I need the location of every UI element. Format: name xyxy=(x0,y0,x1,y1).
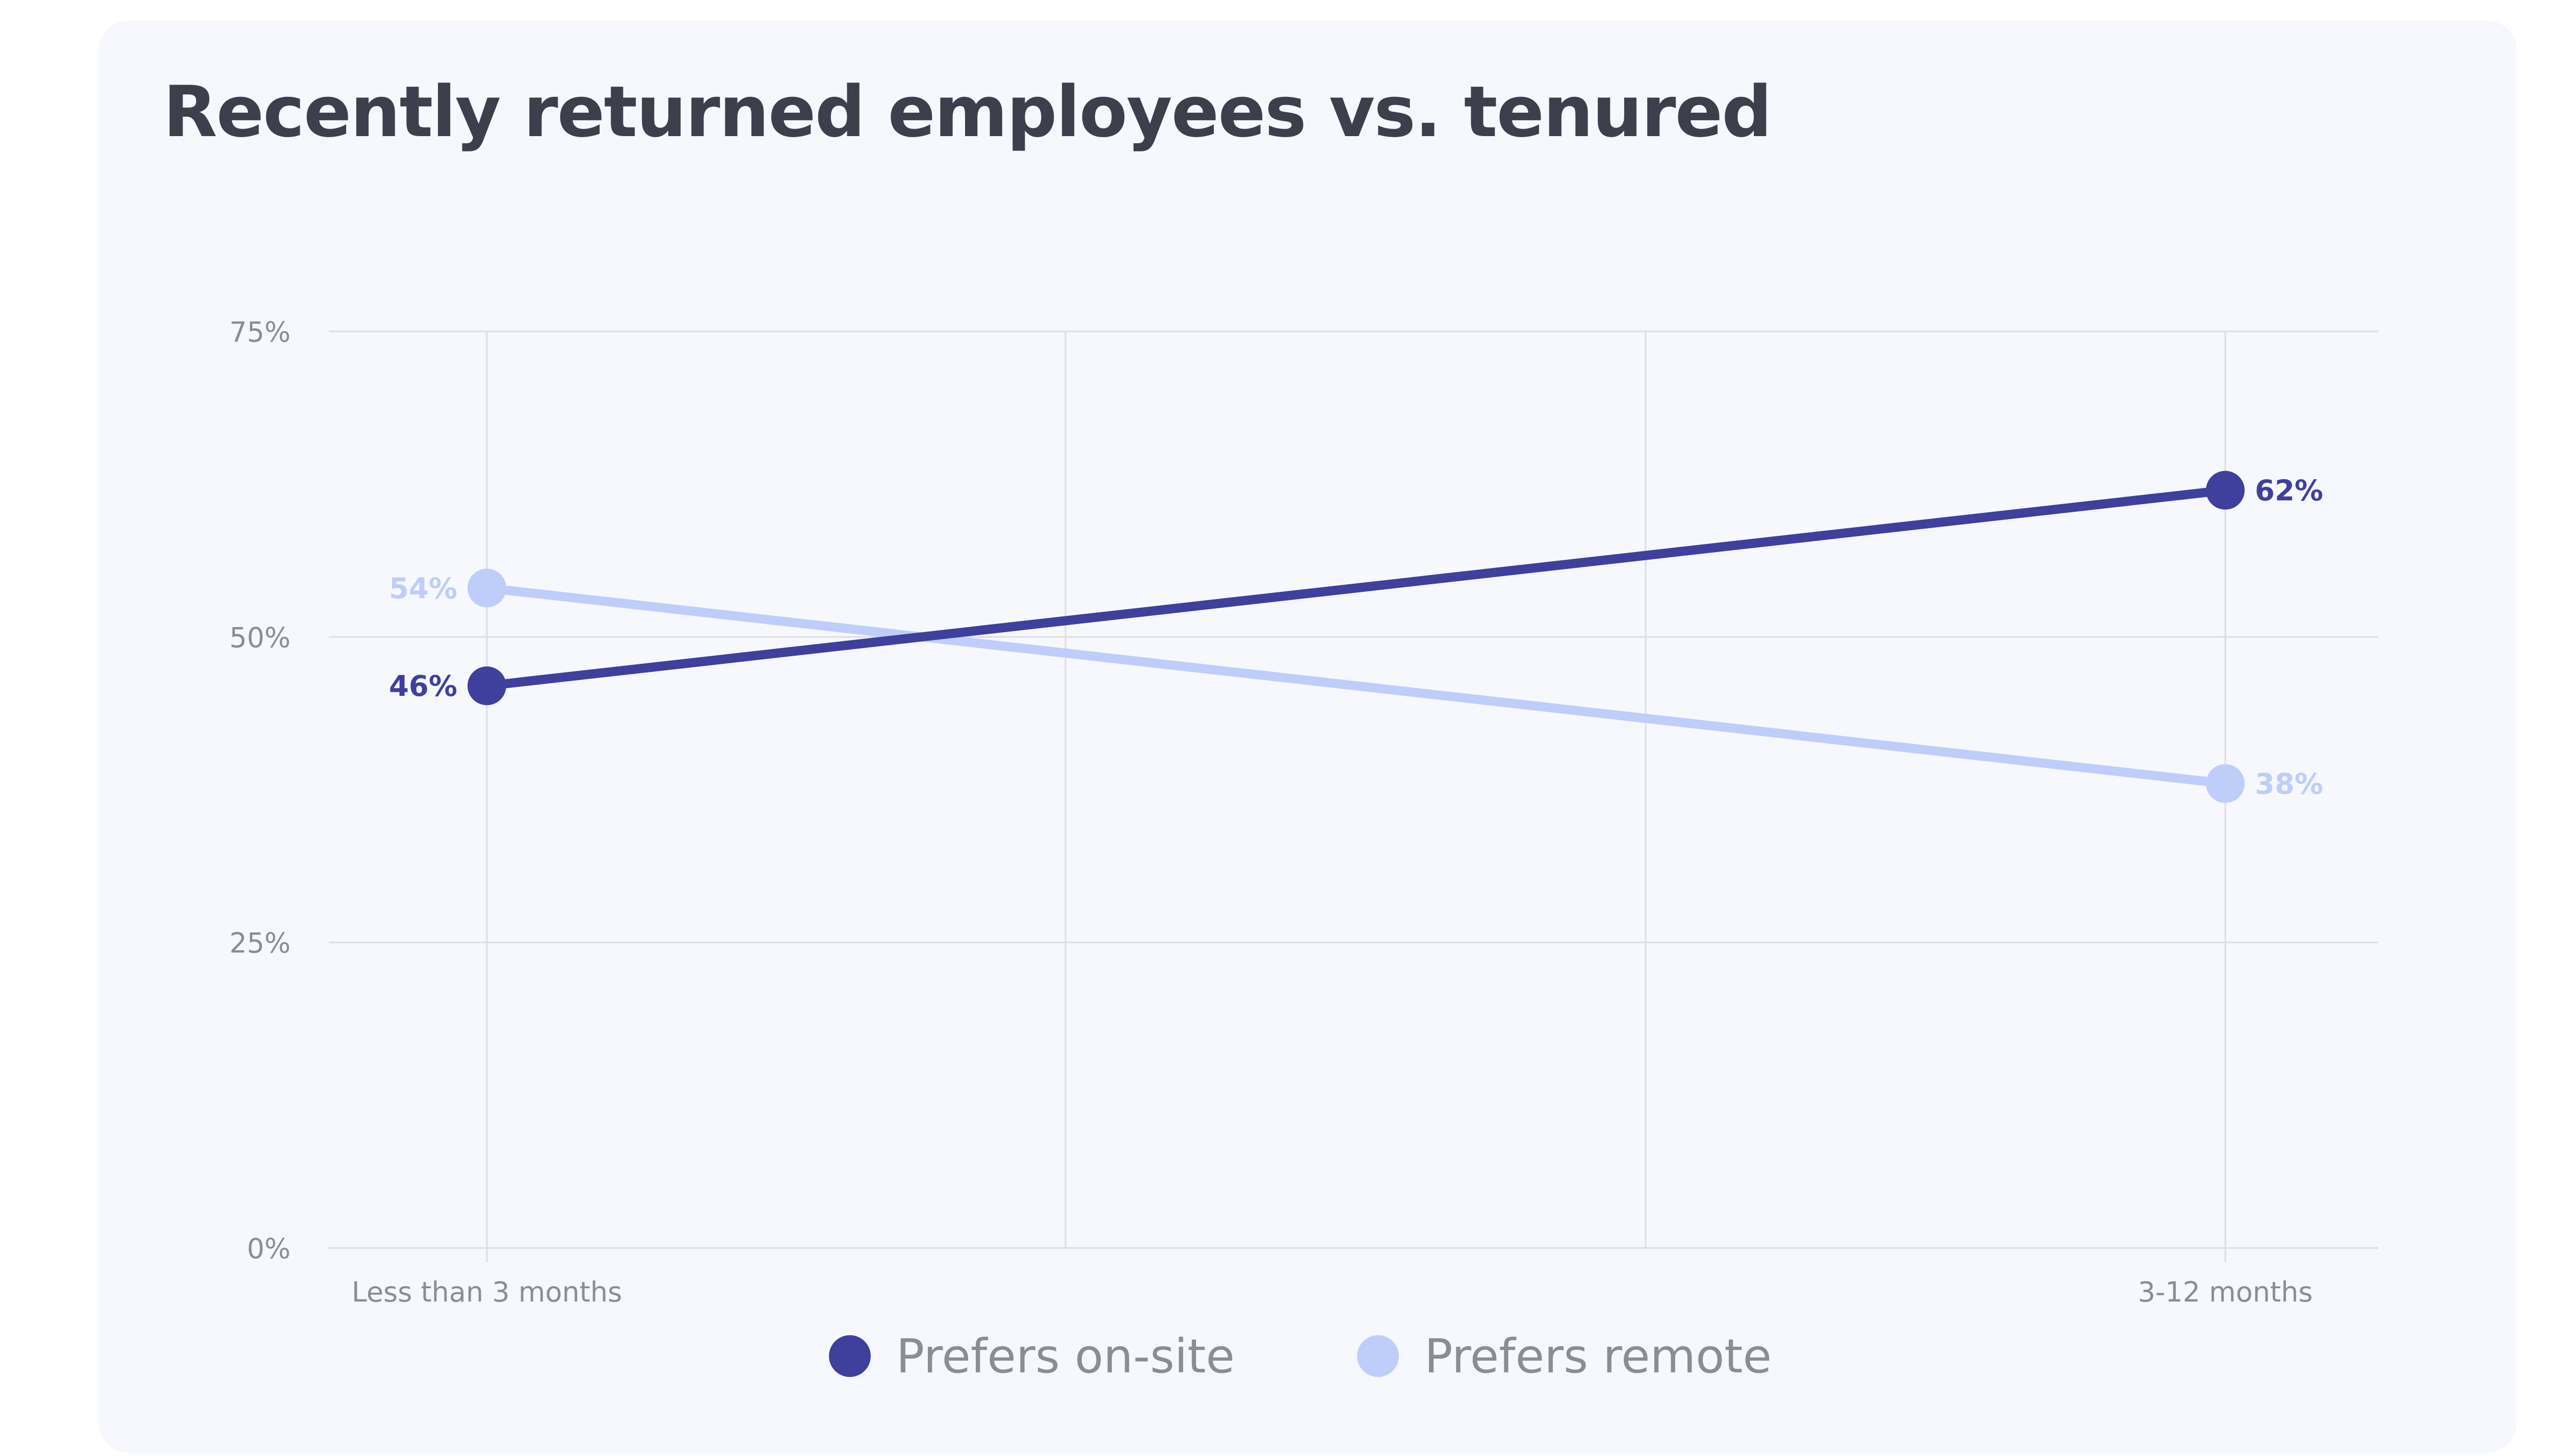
chart-title: Recently returned employees vs. tenured xyxy=(163,71,1772,153)
x-tick-label: 3-12 months xyxy=(2138,1276,2312,1308)
data-label: 62% xyxy=(2255,475,2323,508)
y-tick-label: 75% xyxy=(229,316,291,348)
x-tick-label: Less than 3 months xyxy=(352,1276,622,1308)
data-point xyxy=(2206,764,2245,803)
y-tick-label: 50% xyxy=(229,621,291,654)
legend-swatch xyxy=(828,1335,871,1377)
y-tick-label: 25% xyxy=(229,927,291,959)
legend-swatch xyxy=(1357,1335,1399,1377)
grid-lines xyxy=(329,330,2378,1249)
chart-legend: Prefers on-site Prefers remote xyxy=(0,1315,2549,1397)
data-point xyxy=(2206,471,2245,510)
legend-label: Prefers on-site xyxy=(896,1329,1235,1384)
data-label: 46% xyxy=(389,670,457,703)
axis-labels: 0% 25% 50% 75% Less than 3 months 3-12 months xyxy=(229,316,2313,1308)
legend-item: Prefers remote xyxy=(1357,1329,1772,1384)
data-label: 38% xyxy=(2255,768,2323,801)
series-line xyxy=(482,583,2230,789)
series-layer: 54% 38% 46% 62% xyxy=(389,471,2323,803)
series-line xyxy=(482,485,2230,691)
y-tick-label: 0% xyxy=(247,1233,291,1265)
data-label: 54% xyxy=(389,572,457,605)
data-point xyxy=(467,666,506,706)
data-point xyxy=(467,568,506,608)
legend-item: Prefers on-site xyxy=(828,1329,1235,1384)
chart-card xyxy=(98,20,2517,1453)
legend-label: Prefers remote xyxy=(1424,1329,1772,1384)
